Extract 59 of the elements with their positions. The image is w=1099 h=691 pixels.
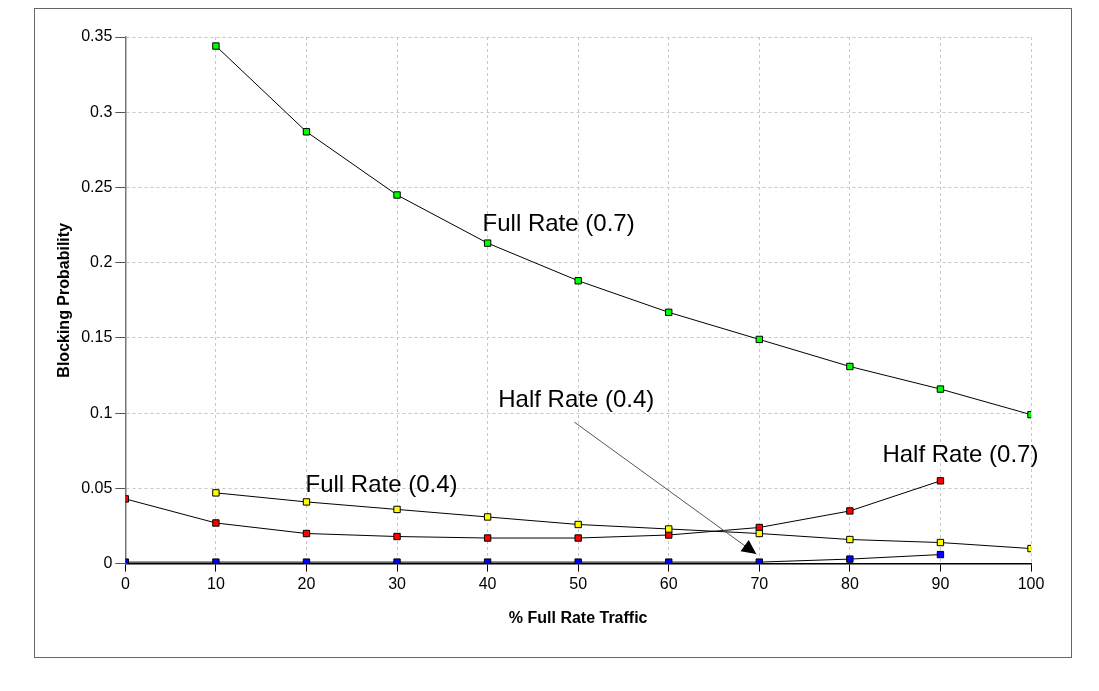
x-tick-label: 70 bbox=[750, 574, 769, 592]
y-axis-title: Blocking Probability bbox=[55, 222, 73, 378]
point bbox=[212, 558, 220, 564]
point bbox=[755, 335, 763, 344]
x-tick-label: 90 bbox=[931, 574, 950, 592]
x-tick-label: 100 bbox=[1017, 574, 1045, 592]
point bbox=[302, 128, 311, 136]
y-tick-label: 0 bbox=[103, 554, 113, 572]
y-tick-label: 0.35 bbox=[81, 27, 113, 45]
point bbox=[936, 538, 945, 547]
point bbox=[936, 477, 945, 485]
point bbox=[846, 362, 854, 371]
x-tick-label: 10 bbox=[207, 574, 225, 592]
x-tick-label: 0 bbox=[120, 574, 130, 592]
point bbox=[574, 534, 582, 542]
y-tick-label: 0.25 bbox=[81, 177, 113, 195]
point bbox=[755, 523, 763, 532]
y-tick-label: 0.15 bbox=[81, 328, 113, 346]
point bbox=[393, 558, 401, 564]
x-tick-label: 20 bbox=[297, 574, 316, 592]
point bbox=[574, 520, 582, 529]
x-tick-label: 30 bbox=[388, 574, 407, 592]
x-axis-title: % Full Rate Traffic bbox=[508, 608, 648, 626]
point bbox=[755, 558, 763, 564]
y-tick-label: 0.1 bbox=[90, 403, 113, 421]
point bbox=[574, 277, 582, 285]
point bbox=[212, 489, 220, 497]
point bbox=[483, 534, 492, 542]
point bbox=[302, 529, 311, 538]
y-tick-label: 0.3 bbox=[90, 102, 113, 120]
point bbox=[755, 529, 763, 538]
point bbox=[846, 507, 854, 515]
point bbox=[393, 505, 401, 514]
point bbox=[393, 191, 401, 199]
x-tick-label: 80 bbox=[840, 574, 859, 592]
x-tick-label: 40 bbox=[478, 574, 497, 592]
point bbox=[846, 535, 854, 544]
point bbox=[212, 42, 220, 50]
point bbox=[665, 308, 673, 317]
y-tick-label: 0.2 bbox=[90, 253, 113, 271]
x-tick-label: 50 bbox=[569, 574, 588, 592]
point bbox=[846, 555, 854, 563]
x-tick-label: 60 bbox=[659, 574, 678, 592]
point bbox=[483, 239, 492, 247]
series-label: Half Rate (0.7) bbox=[882, 440, 1039, 468]
series-label: Full Rate (0.4) bbox=[305, 469, 458, 497]
text: Half Rate (0.4) bbox=[498, 384, 655, 412]
point bbox=[483, 513, 492, 521]
y-tick-label: 0.05 bbox=[81, 478, 113, 496]
point bbox=[665, 525, 673, 533]
point bbox=[665, 531, 673, 539]
point bbox=[574, 558, 582, 564]
point bbox=[936, 550, 945, 559]
point bbox=[393, 532, 401, 541]
point bbox=[936, 385, 945, 393]
series-label: Full Rate (0.7) bbox=[482, 208, 635, 236]
point bbox=[302, 498, 311, 506]
point bbox=[212, 519, 220, 527]
point bbox=[665, 558, 673, 564]
